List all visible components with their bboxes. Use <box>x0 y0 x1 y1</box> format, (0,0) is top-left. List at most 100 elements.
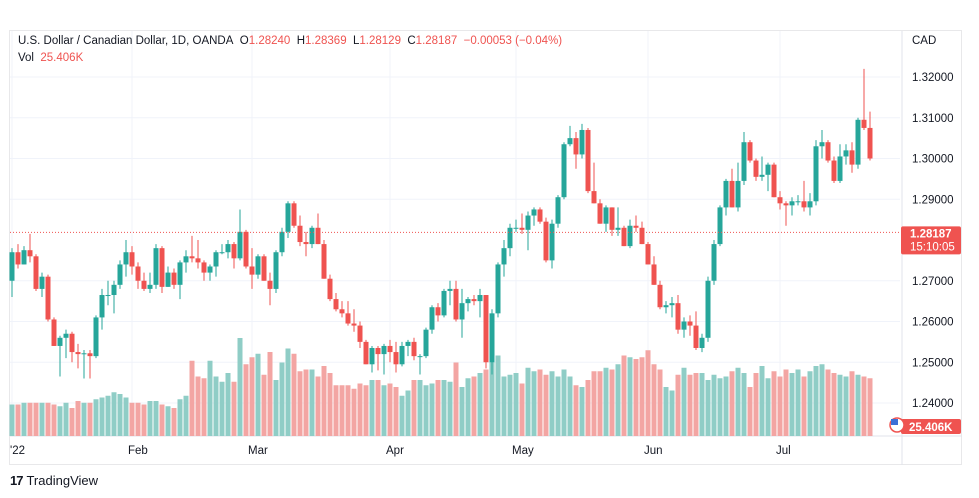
volume-bar <box>597 371 603 436</box>
volume-bar <box>783 369 789 436</box>
candle-body <box>147 284 153 289</box>
volume-bar <box>147 401 153 436</box>
volume-bar <box>795 369 801 436</box>
candle-body <box>231 244 237 259</box>
volume-bar <box>741 373 747 436</box>
candle-body <box>669 303 675 306</box>
volume-bar <box>591 371 597 436</box>
candle-body <box>207 266 213 273</box>
candle-body <box>375 347 381 355</box>
candle-body <box>471 299 477 302</box>
candle-body <box>567 138 573 145</box>
volume-bar <box>129 402 135 436</box>
candle-body <box>645 244 651 265</box>
volume-bar <box>453 362 459 436</box>
candle-body <box>123 252 129 265</box>
candle-body <box>795 201 801 203</box>
candle-body <box>759 174 765 177</box>
candle-body <box>237 231 243 259</box>
volume-bar <box>645 350 651 436</box>
volume-bar <box>381 385 387 436</box>
volume-bar <box>171 408 177 436</box>
time-tick-label: Jun <box>644 445 663 457</box>
candle-body <box>807 201 813 208</box>
candle-body <box>711 244 717 281</box>
volume-bar <box>225 373 231 436</box>
volume-bar <box>105 395 111 436</box>
candle-body <box>27 250 33 257</box>
volume-bar <box>849 371 855 436</box>
high-label: H <box>296 35 306 47</box>
volume-bar <box>93 399 99 436</box>
candle-body <box>309 227 315 245</box>
volume-bar <box>249 357 255 436</box>
time-tick-label: May <box>512 445 534 457</box>
volume-bar <box>183 395 189 436</box>
candle-body <box>477 295 483 302</box>
volume-bar <box>837 374 843 436</box>
price-tick-label: 1.27000 <box>912 276 954 288</box>
volume-bar <box>81 402 87 436</box>
price-tick-label: 1.32000 <box>912 72 954 84</box>
volume-bar <box>63 402 69 436</box>
candle-body <box>333 299 339 310</box>
volume-bar <box>735 367 741 436</box>
candle-body <box>291 203 297 226</box>
volume-bar <box>483 369 489 436</box>
candle-body <box>597 203 603 224</box>
candle-body <box>555 197 561 224</box>
volume-bar <box>831 373 837 436</box>
volume-bar <box>489 359 495 436</box>
volume-bar <box>609 369 615 436</box>
candle-body <box>783 203 789 206</box>
volume-bar <box>693 373 699 436</box>
candle-body <box>315 227 321 245</box>
last-price-value: 1.28187 <box>910 228 952 240</box>
time-tick-label: Apr <box>386 445 404 457</box>
low-value: 1.28129 <box>359 35 401 47</box>
candle-body <box>345 313 351 324</box>
volume-bar <box>675 374 681 436</box>
candle-body <box>63 333 69 338</box>
candle-body <box>9 252 15 281</box>
price-tick-label: 1.26000 <box>912 317 954 329</box>
candle-body <box>663 305 669 308</box>
candle-body <box>75 352 81 355</box>
last-price-tag <box>901 226 961 255</box>
candle-body <box>429 307 435 330</box>
candle-body <box>285 203 291 232</box>
candle-body <box>81 353 87 355</box>
candle-body <box>435 307 441 316</box>
candle-body <box>549 223 555 261</box>
volume-bar <box>549 371 555 436</box>
volume-bar <box>51 404 57 436</box>
candle-body <box>267 280 273 289</box>
volume-bar <box>543 374 549 436</box>
candle-body <box>21 250 27 265</box>
volume-bar <box>255 353 261 436</box>
candle-body <box>531 209 537 216</box>
candle-body <box>453 288 459 320</box>
candle-body <box>249 266 255 275</box>
time-tick-label: Jul <box>776 445 791 457</box>
volume-bar <box>501 376 507 436</box>
volume-bar <box>447 381 453 436</box>
candle-body <box>627 225 633 247</box>
candle-body <box>423 329 429 357</box>
price-tick-label: 1.29000 <box>912 194 954 206</box>
tradingview-logo[interactable]: 17 TradingView <box>10 473 98 488</box>
volume-bar <box>189 360 195 436</box>
candle-body <box>243 231 249 267</box>
volume-bar <box>861 376 867 436</box>
candle-body <box>495 264 501 314</box>
brand-name: TradingView <box>26 473 99 488</box>
candle-body <box>681 321 687 330</box>
volume-bar <box>477 373 483 436</box>
high-value: 1.28369 <box>305 35 347 47</box>
volume-bar <box>69 408 75 436</box>
volume-bar <box>21 402 27 436</box>
candle-body <box>321 244 327 279</box>
volume-bar <box>717 378 723 436</box>
volume-bar <box>177 399 183 436</box>
